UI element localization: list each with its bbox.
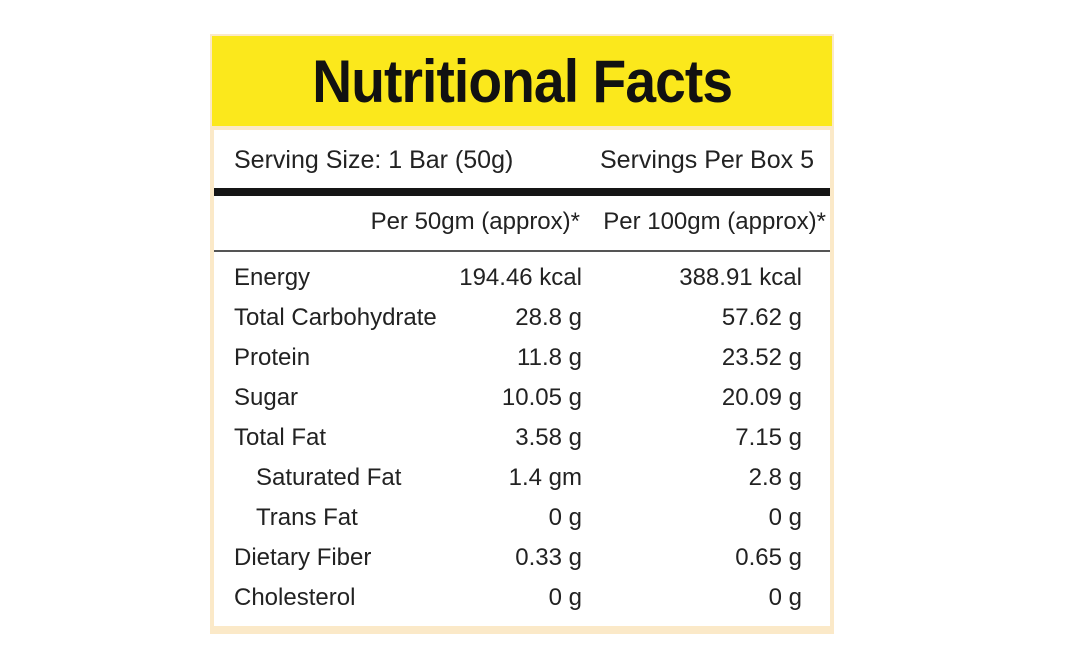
nutrient-value-per-50: 0 g bbox=[548, 584, 582, 611]
nutrient-name: Protein bbox=[234, 344, 311, 371]
nutrient-row-cholesterol: Cholesterol 0 g 0 g bbox=[214, 578, 830, 618]
nutrient-value-per-100: 57.62 g bbox=[721, 304, 802, 331]
label-title: Nutritional Facts bbox=[312, 47, 733, 115]
nutrient-value-per-50: 28.8 g bbox=[515, 304, 582, 331]
column-header-per-100: Per 100gm (approx)* bbox=[603, 208, 826, 235]
nutrient-table: Energy 194.46 kcal 388.91 kcal Total Car… bbox=[214, 258, 830, 618]
title-band: Nutritional Facts bbox=[212, 36, 832, 126]
nutrient-row-trans-fat: Trans Fat 0 g 0 g bbox=[214, 498, 830, 538]
nutrient-value-per-100: 0.65 g bbox=[735, 544, 802, 571]
nutrient-value-per-100: 23.52 g bbox=[721, 344, 802, 371]
nutrient-value-per-100: 2.8 g bbox=[748, 464, 802, 491]
column-header-row: Per 50gm (approx)* Per 100gm (approx)* bbox=[214, 200, 830, 244]
nutrient-row-dietary-fiber: Dietary Fiber 0.33 g 0.65 g bbox=[214, 538, 830, 578]
nutrient-value-per-100: 20.09 g bbox=[721, 384, 802, 411]
nutrient-value-per-100: 7.15 g bbox=[735, 424, 802, 451]
nutrient-value-per-50: 0.33 g bbox=[515, 544, 582, 571]
nutrient-name: Energy bbox=[234, 264, 311, 291]
nutrient-value-per-50: 3.58 g bbox=[515, 424, 582, 451]
nutrient-name: Trans Fat bbox=[256, 504, 358, 531]
nutrient-name: Sugar bbox=[234, 384, 299, 411]
nutrient-value-per-100: 0 g bbox=[768, 504, 802, 531]
nutrition-label: Nutritional Facts Serving Size: 1 Bar (5… bbox=[210, 34, 834, 634]
nutrient-row-sugar: Sugar 10.05 g 20.09 g bbox=[214, 378, 830, 418]
nutrient-row-energy: Energy 194.46 kcal 388.91 kcal bbox=[214, 258, 830, 298]
nutrient-row-protein: Protein 11.8 g 23.52 g bbox=[214, 338, 830, 378]
nutrient-value-per-50: 10.05 g bbox=[501, 384, 582, 411]
nutrient-value-per-50: 11.8 g bbox=[517, 344, 582, 371]
nutrient-name: Saturated Fat bbox=[256, 464, 402, 491]
serving-size: Serving Size: 1 Bar (50g) bbox=[234, 146, 514, 174]
nutrient-value-per-50: 194.46 kcal bbox=[459, 264, 582, 291]
nutrient-name: Total Carbohydrate bbox=[234, 304, 437, 331]
thin-divider bbox=[214, 250, 830, 252]
serving-info-row: Serving Size: 1 Bar (50g) Servings Per B… bbox=[214, 140, 830, 180]
nutrient-value-per-50: 0 g bbox=[548, 504, 582, 531]
nutrient-value-per-100: 388.91 kcal bbox=[679, 264, 802, 291]
nutrition-panel: Serving Size: 1 Bar (50g) Servings Per B… bbox=[214, 130, 830, 626]
nutrient-value-per-50: 1.4 gm bbox=[508, 464, 582, 491]
thick-divider bbox=[214, 188, 830, 196]
nutrient-name: Total Fat bbox=[234, 424, 327, 451]
nutrient-name: Cholesterol bbox=[234, 584, 356, 611]
servings-per-box: Servings Per Box 5 bbox=[600, 146, 814, 174]
nutrient-row-total-carbohydrate: Total Carbohydrate 28.8 g 57.62 g bbox=[214, 298, 830, 338]
nutrient-row-saturated-fat: Saturated Fat 1.4 gm 2.8 g bbox=[214, 458, 830, 498]
nutrient-value-per-100: 0 g bbox=[768, 584, 802, 611]
column-header-per-50: Per 50gm (approx)* bbox=[370, 208, 580, 235]
nutrient-row-total-fat: Total Fat 3.58 g 7.15 g bbox=[214, 418, 830, 458]
nutrient-name: Dietary Fiber bbox=[234, 544, 372, 571]
